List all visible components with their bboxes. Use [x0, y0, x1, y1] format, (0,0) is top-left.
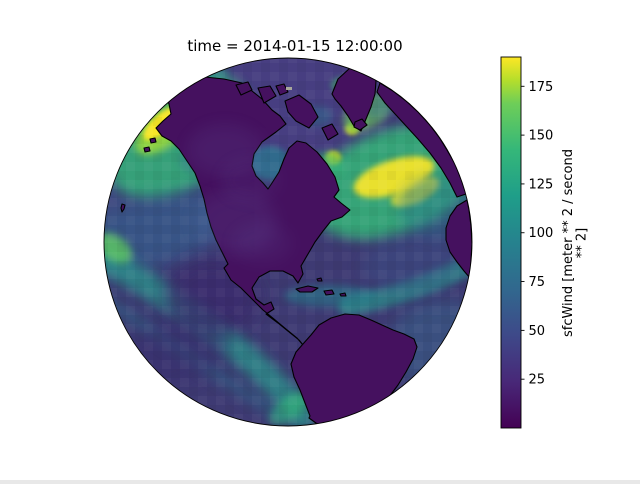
coastline-iceland: [353, 118, 368, 131]
colorbar: 25 50 75 100 125 150 175: [500, 56, 554, 429]
colorbar-label-line1: sfcWind [meter ** 2 / second: [561, 149, 576, 337]
coastline-baffin-island: [284, 94, 319, 129]
plot-title: time = 2014-01-15 12:00:00: [187, 37, 402, 55]
colorbar-label-line2: ** 2]: [575, 228, 590, 258]
colorbar-border: [500, 56, 522, 429]
colorbar-tick-label: 50: [529, 324, 546, 339]
coastline-aleutian-1: [149, 137, 157, 144]
colorbar-tick-label: 75: [529, 275, 546, 290]
coastline-hawaii: [120, 203, 126, 213]
colorbar-tick-label: 125: [529, 177, 554, 192]
data-blob: [220, 158, 280, 202]
colorbar-tick-label: 175: [529, 80, 554, 95]
data-blob: [232, 223, 292, 263]
coastline-arctic-island-3: [275, 83, 289, 96]
colorbar-gradient: [501, 57, 521, 428]
coastline-aleutian-2: [143, 146, 151, 153]
colorbar-tick-label: 100: [529, 226, 554, 241]
globe-outline: [103, 57, 473, 427]
coastline-arctic-island-1: [235, 81, 253, 96]
coastline-hispaniola: [323, 289, 335, 296]
coastline-cuba: [295, 285, 319, 293]
colorbar-tick-label: 25: [529, 373, 546, 388]
coastline-puerto-rico: [339, 292, 347, 297]
coastline-arctic-island-4: [321, 123, 339, 141]
coastline-bahamas: [316, 277, 323, 282]
globe-map: [103, 57, 473, 427]
colorbar-tick-label: 150: [529, 129, 554, 144]
missing-data-pixel: [286, 87, 292, 90]
coastline-arctic-island-2: [257, 85, 277, 104]
globe-data-field: [104, 58, 472, 426]
